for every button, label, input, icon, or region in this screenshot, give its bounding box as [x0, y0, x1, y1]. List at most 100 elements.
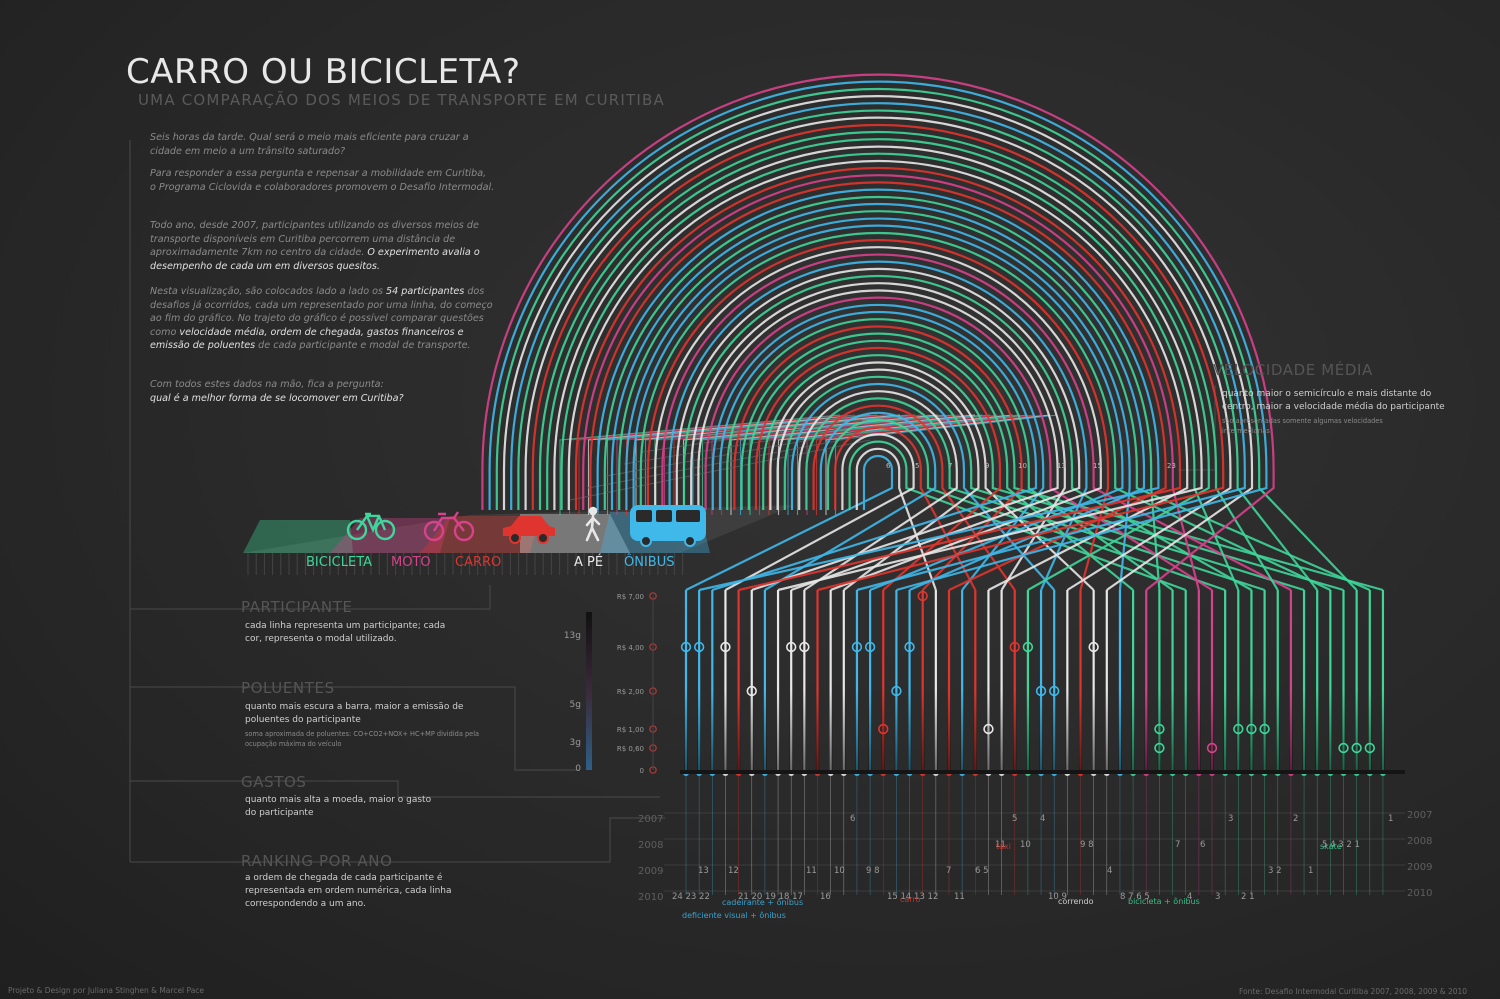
- section-title-velocidade: VELOCIDADE MÉDIA: [1213, 361, 1373, 379]
- pollutant-bar: [763, 690, 767, 772]
- pollutant-bar: [1052, 690, 1056, 772]
- pollutant-bar: [815, 690, 820, 772]
- rank-annotation: carro: [900, 895, 921, 904]
- cost-marker: [1206, 742, 1218, 754]
- participant-arc: [812, 404, 1016, 591]
- cost-marker: [904, 641, 915, 653]
- participant-arc: [690, 282, 1066, 591]
- participant-arc: [769, 361, 1095, 591]
- speed-label: 13: [1057, 462, 1066, 470]
- cost-marker: [1364, 742, 1376, 754]
- rank-label: 10 9: [1048, 892, 1067, 902]
- rank-label: 3: [1228, 814, 1233, 824]
- participant-arc: [502, 94, 1254, 591]
- participant-arc: [826, 418, 1226, 592]
- cost-marker: [917, 590, 928, 602]
- pollutant-bar: [921, 690, 925, 772]
- cost-marker: [1035, 685, 1047, 697]
- cost-marker: [851, 641, 863, 653]
- participant-arc: [724, 433, 915, 591]
- cost-marker: [891, 685, 902, 697]
- cost-marker: [983, 723, 994, 735]
- rank-label: 4: [1187, 892, 1192, 902]
- pollutant-bar: [934, 690, 938, 772]
- pollutant-bar: [1276, 690, 1280, 772]
- cost-marker: [1009, 641, 1020, 653]
- participant-arc: [603, 195, 1161, 591]
- section-note-poluentes: soma aproximada de poluentes: CO+CO2+NOX…: [245, 730, 480, 748]
- pollutant-bar: [1341, 690, 1346, 772]
- cost-marker: [1154, 742, 1165, 754]
- pollutant-bar: [1157, 690, 1161, 772]
- pollutant-bar: [1236, 690, 1240, 772]
- cost-scale-label: R$ 1,00: [617, 726, 644, 734]
- rank-label: 1: [1388, 814, 1393, 824]
- participant-arc: [618, 210, 1371, 592]
- pollutant-bar: [1184, 690, 1188, 772]
- mode-label: A PÉ: [574, 554, 603, 570]
- pollutant-bar: [1355, 690, 1359, 772]
- rank-annotation: táxi: [996, 842, 1011, 851]
- rank-label: 9 8: [1080, 840, 1094, 850]
- pollutant-bar: [842, 690, 846, 772]
- pollutant-bar: [737, 690, 741, 772]
- pollutant-bar: [776, 690, 780, 772]
- pollutant-bar: [1302, 690, 1306, 772]
- source-note: Fonte: Desafio Intermodal Curitiba 2007,…: [1239, 987, 1468, 996]
- speed-label: 10: [1018, 462, 1027, 470]
- participant-arc: [610, 202, 1146, 592]
- participant-arc: [567, 159, 1189, 591]
- participant-arc: [654, 246, 1102, 592]
- pollutant-bar: [1328, 690, 1332, 772]
- cost-marker: [1233, 723, 1244, 735]
- cost-scale-label: R$ 2,00: [617, 688, 644, 696]
- pollutant-bar: [881, 690, 885, 772]
- vehicle-icons: [346, 505, 706, 547]
- ramp-stripe-3: [520, 514, 630, 553]
- pollutant-bar: [750, 690, 754, 772]
- pollutant-bar: [697, 690, 701, 772]
- cost-marker: [693, 641, 705, 653]
- pollutant-bar: [947, 690, 951, 772]
- section-desc-participante: cada linha representa um participante; c…: [245, 621, 446, 644]
- cost-marker: [1338, 742, 1349, 754]
- pollutant-bar: [868, 690, 872, 772]
- cost-marker: [864, 641, 876, 653]
- participant-arc: [764, 411, 937, 591]
- ramp-line: [587, 414, 863, 515]
- participant-arc: [488, 80, 1268, 592]
- pollutant-bar: [1131, 690, 1135, 772]
- pollutant-scale-label: 0: [575, 764, 581, 774]
- speed-label: 23: [1167, 462, 1176, 470]
- rank-label: 24 23 22: [672, 892, 710, 902]
- motorcycle-icon: [423, 511, 475, 542]
- rank-label: 3 2: [1268, 866, 1282, 876]
- intro-paragraph-4: Nesta visualização, são colocados lado a…: [150, 286, 493, 352]
- rank-label: 2: [1293, 814, 1298, 824]
- section-title-ranking: RANKING POR ANO: [241, 852, 393, 870]
- pollutant-bar: [1026, 690, 1030, 772]
- rank-label: 16: [820, 892, 831, 902]
- rank-label: 5: [1012, 814, 1017, 824]
- pollutant-bar: [684, 690, 688, 772]
- participant-arc: [790, 382, 1056, 591]
- participant-arc: [639, 231, 1331, 591]
- rank-label: 7: [1175, 840, 1180, 850]
- participant-arc: [582, 174, 1200, 591]
- participant-arc: [685, 454, 894, 591]
- cost-marker: [1351, 742, 1362, 754]
- section-desc-gastos: quanto mais alta a moeda, maior o gasto …: [245, 795, 432, 818]
- rank-label: 11: [806, 866, 817, 876]
- participant-arc: [553, 145, 1203, 592]
- cost-marker: [878, 723, 889, 735]
- cost-marker: [785, 641, 797, 653]
- participant-arc: [855, 447, 937, 591]
- rank-label: 7: [946, 866, 951, 876]
- pollutant-bar: [1289, 690, 1293, 772]
- cost-marker: [746, 685, 757, 697]
- cost-marker: [1048, 685, 1060, 697]
- credits: Projeto & Design por Juliana Stinghen & …: [8, 986, 205, 995]
- cost-scale-label: R$ 4,00: [617, 644, 644, 652]
- speed-label: 7: [948, 462, 952, 470]
- participant-arc: [560, 152, 1240, 591]
